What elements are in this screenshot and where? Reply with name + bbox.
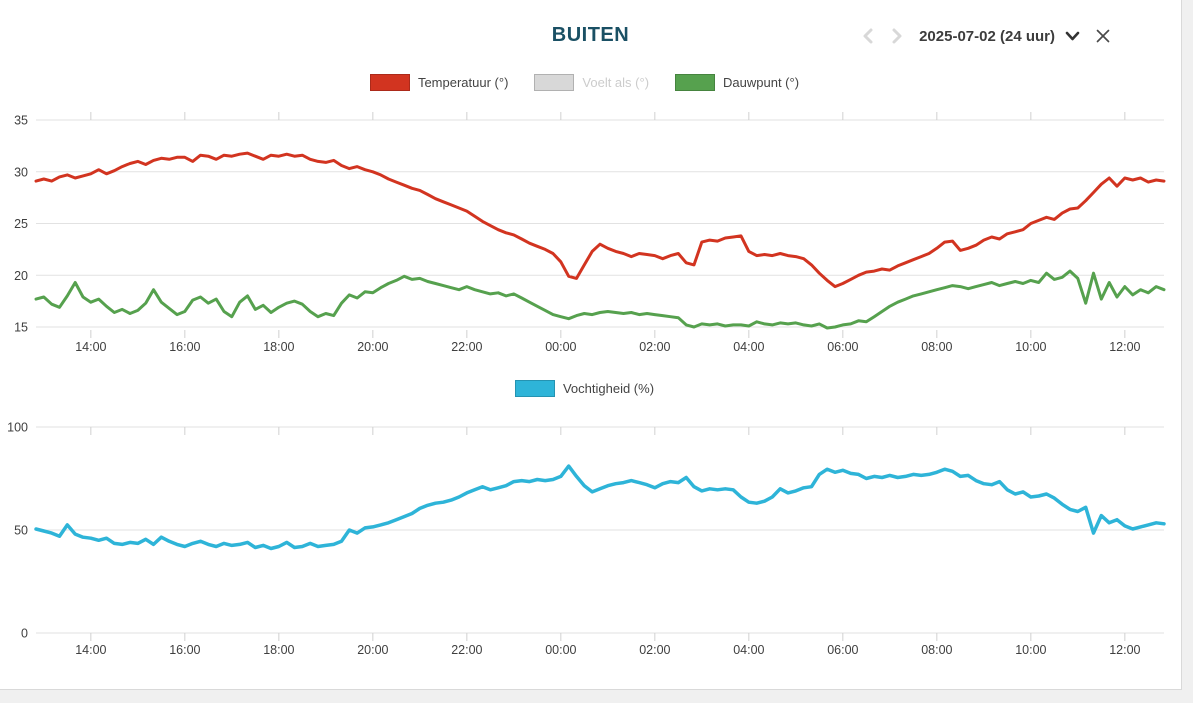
x-tick-label: 22:00 <box>451 340 482 354</box>
temperature-chart: 15 20 25 30 35 14:00 16:00 18:00 20:00 22:00 00:00… <box>14 112 1166 354</box>
x-tick-label: 06:00 <box>827 643 858 657</box>
y-tick-label: 30 <box>14 165 28 179</box>
x-tick-label: 02:00 <box>639 643 670 657</box>
x-tick-label: 14:00 <box>75 340 106 354</box>
legend-item-voelt-als[interactable]: Voelt als (°) <box>534 74 649 91</box>
chevron-left-icon <box>863 28 873 44</box>
date-range-dropdown[interactable]: 2025-07-02 (24 uur) <box>919 28 1080 45</box>
header-controls: 2025-07-02 (24 uur) <box>861 27 1111 45</box>
legend-item-temperatuur[interactable]: Temperatuur (°) <box>369 74 509 91</box>
chart-card: BUITEN 2025-07-02 (24 uur) Temperatuur (… <box>0 0 1182 690</box>
y-tick-label: 20 <box>14 269 28 283</box>
chevron-down-icon <box>1065 31 1080 41</box>
x-tick-label: 04:00 <box>733 340 764 354</box>
legend-label: Temperatuur (°) <box>417 75 509 90</box>
legend-swatch <box>369 74 410 91</box>
y-tick-label: 25 <box>14 217 28 231</box>
legend-label: Voelt als (°) <box>582 75 650 90</box>
y-tick-label: 0 <box>21 627 28 641</box>
x-tick-label: 12:00 <box>1109 643 1140 657</box>
series-dauwpunt <box>34 269 1166 330</box>
legend-item-vochtigheid[interactable]: Vochtigheid (%) <box>514 380 655 397</box>
legend-swatch <box>675 74 716 91</box>
x-tick-label: 22:00 <box>451 643 482 657</box>
legend-swatch <box>514 380 555 397</box>
x-tick-label: 18:00 <box>263 340 294 354</box>
y-tick-label: 15 <box>14 321 28 335</box>
x-tick-label: 12:00 <box>1109 340 1140 354</box>
x-tick-label: 00:00 <box>545 340 576 354</box>
x-tick-label: 08:00 <box>921 643 952 657</box>
legend-swatch <box>534 74 575 91</box>
x-tick-label: 06:00 <box>827 340 858 354</box>
x-tick-label: 10:00 <box>1015 643 1046 657</box>
close-button[interactable] <box>1095 27 1111 45</box>
prev-period-button[interactable] <box>861 27 875 45</box>
x-tick-label: 10:00 <box>1015 340 1046 354</box>
x-tick-label: 14:00 <box>75 643 106 657</box>
x-tick-label: 02:00 <box>639 340 670 354</box>
x-tick-label: 20:00 <box>357 340 388 354</box>
legend-humidity-chart: Vochtigheid (%) <box>0 380 1169 397</box>
close-icon <box>1096 29 1110 43</box>
date-range-label: 2025-07-02 (24 uur) <box>919 27 1055 45</box>
x-tick-label: 16:00 <box>169 643 200 657</box>
next-period-button[interactable] <box>890 27 904 45</box>
legend-label: Dauwpunt (°) <box>723 75 800 90</box>
legend-item-dauwpunt[interactable]: Dauwpunt (°) <box>675 74 799 91</box>
y-tick-label: 50 <box>14 524 28 538</box>
series-temperatuur <box>34 151 1166 289</box>
legend-label: Vochtigheid (%) <box>562 381 655 396</box>
x-tick-label: 08:00 <box>921 340 952 354</box>
y-tick-label: 35 <box>14 114 28 128</box>
humidity-chart: 0 50 100 14:00 16:00 18:00 20:00 22:00 00:00 02:0… <box>7 421 1166 657</box>
chevron-right-icon <box>892 28 902 44</box>
y-tick-label: 100 <box>7 421 28 435</box>
legend-temperature-chart: Temperatuur (°) Voelt als (°) Dauwpunt (°) <box>0 74 1169 91</box>
x-tick-label: 00:00 <box>545 643 576 657</box>
x-tick-label: 20:00 <box>357 643 388 657</box>
series-vochtigheid <box>34 464 1166 551</box>
x-tick-label: 18:00 <box>263 643 294 657</box>
x-tick-label: 16:00 <box>169 340 200 354</box>
x-tick-label: 04:00 <box>733 643 764 657</box>
page-title: BUITEN <box>551 24 630 46</box>
